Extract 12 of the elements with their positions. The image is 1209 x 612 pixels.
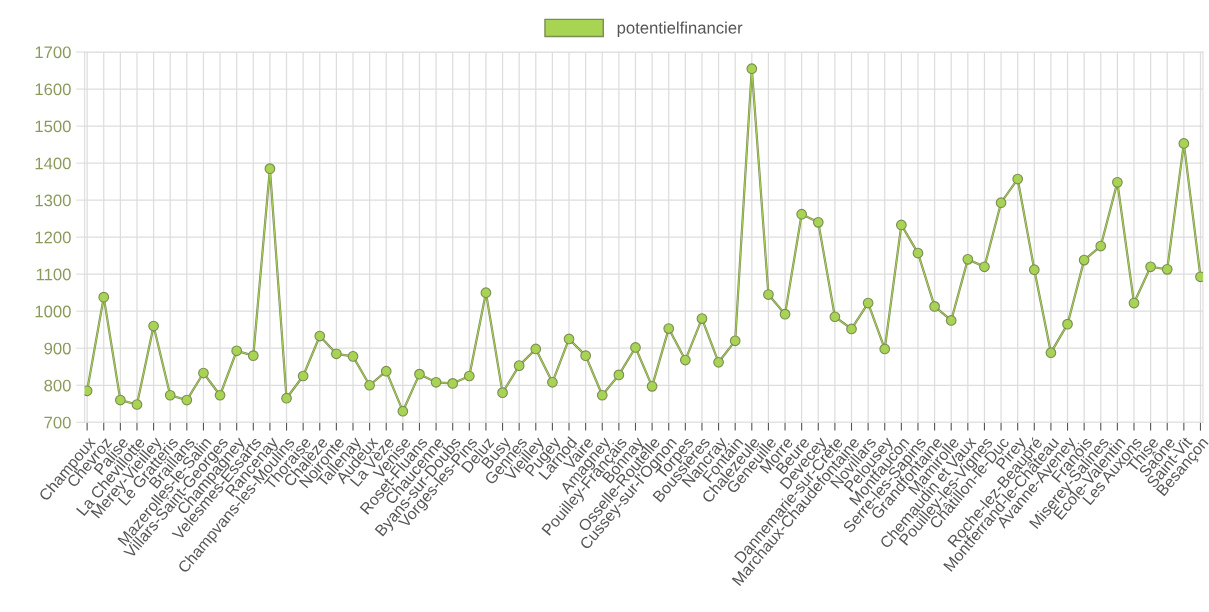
y-tick-label: 1100 <box>36 268 71 281</box>
y-tick-label: 900 <box>44 342 71 355</box>
y-tick-label: 800 <box>44 379 71 392</box>
legend-label: potentielfinancier <box>617 21 743 38</box>
y-tick-label: 1400 <box>35 157 71 170</box>
y-tick-label: 1600 <box>35 83 71 96</box>
y-tick-label: 1700 <box>35 46 71 59</box>
y-tick-label: 700 <box>44 416 71 429</box>
y-tick-label: 1000 <box>35 305 71 318</box>
y-tick-label: 1200 <box>35 231 71 244</box>
y-tick-label: 1300 <box>35 194 71 207</box>
y-tick-label: 1500 <box>35 120 71 133</box>
